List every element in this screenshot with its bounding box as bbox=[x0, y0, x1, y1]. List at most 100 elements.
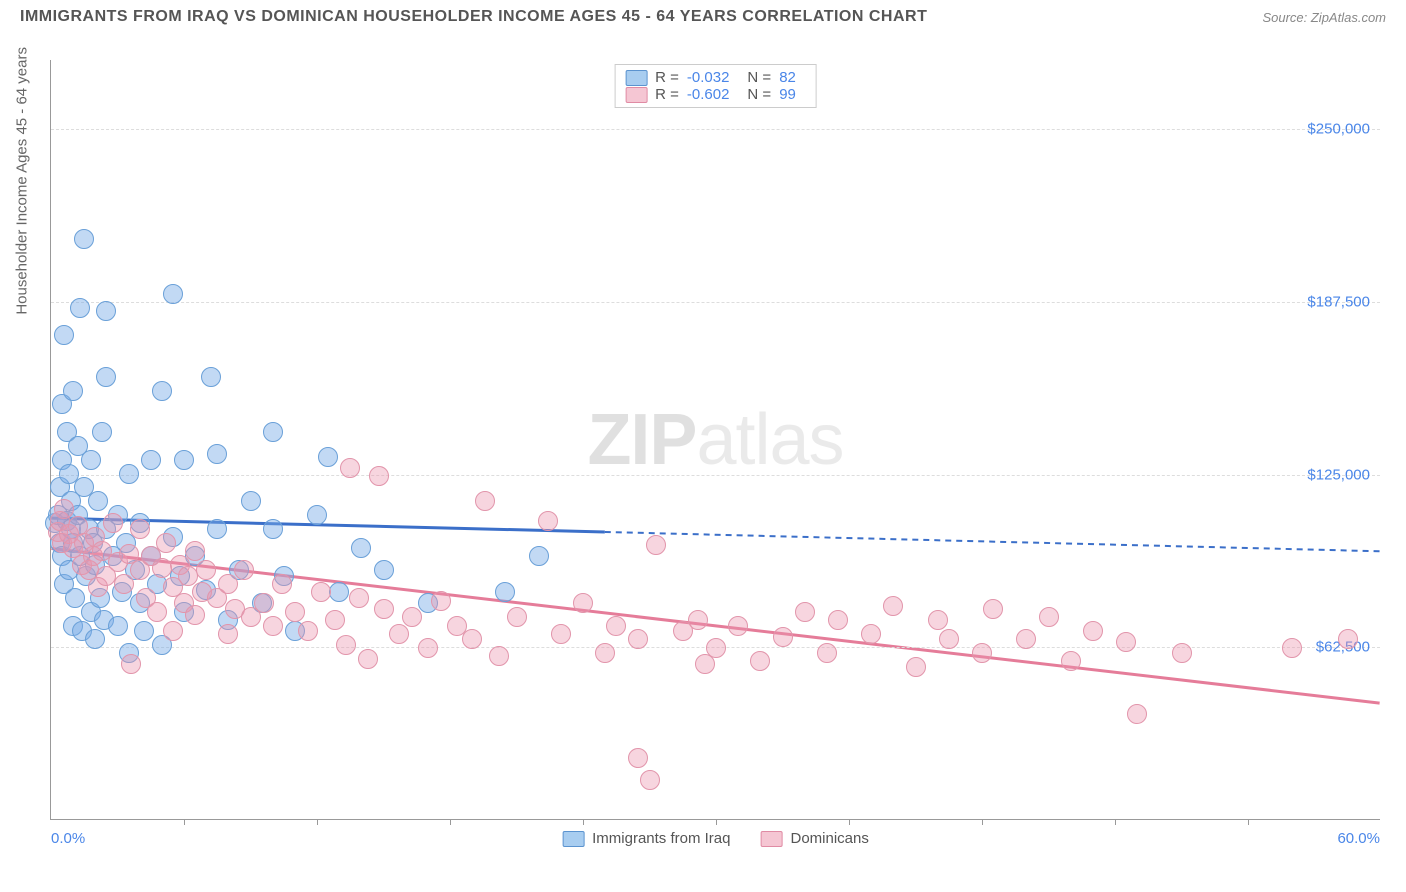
series-legend: Immigrants from Iraq Dominicans bbox=[562, 830, 869, 847]
n-label: N = bbox=[747, 86, 771, 103]
data-point bbox=[369, 466, 389, 486]
data-point bbox=[70, 298, 90, 318]
data-point bbox=[254, 593, 274, 613]
data-point bbox=[54, 499, 74, 519]
data-point bbox=[750, 651, 770, 671]
data-point bbox=[185, 541, 205, 561]
data-point bbox=[573, 593, 593, 613]
chart-plot-area: ZIPatlas R =-0.032N =82R =-0.602N =99 0.… bbox=[50, 60, 1380, 820]
data-point bbox=[54, 325, 74, 345]
stats-legend-row: R = -0.602 N = 99 bbox=[625, 86, 806, 103]
data-point bbox=[218, 624, 238, 644]
data-point bbox=[349, 588, 369, 608]
data-point bbox=[263, 519, 283, 539]
n-value: 82 bbox=[779, 69, 796, 86]
x-axis-min-label: 0.0% bbox=[51, 830, 85, 847]
data-point bbox=[201, 367, 221, 387]
data-point bbox=[311, 582, 331, 602]
data-point bbox=[1016, 629, 1036, 649]
data-point bbox=[85, 629, 105, 649]
data-point bbox=[325, 610, 345, 630]
data-point bbox=[495, 582, 515, 602]
data-point bbox=[88, 491, 108, 511]
n-value: 99 bbox=[779, 86, 796, 103]
data-point bbox=[728, 616, 748, 636]
data-point bbox=[103, 513, 123, 533]
chart-title: IMMIGRANTS FROM IRAQ VS DOMINICAN HOUSEH… bbox=[20, 8, 927, 26]
data-point bbox=[1116, 632, 1136, 652]
watermark: ZIPatlas bbox=[587, 399, 843, 481]
data-point bbox=[418, 638, 438, 658]
data-point bbox=[358, 649, 378, 669]
data-point bbox=[507, 607, 527, 627]
grid-line bbox=[51, 475, 1380, 476]
x-tick bbox=[982, 819, 983, 825]
x-tick bbox=[583, 819, 584, 825]
data-point bbox=[795, 602, 815, 622]
data-point bbox=[329, 582, 349, 602]
stats-legend-row: R =-0.032N =82 bbox=[625, 69, 806, 86]
data-point bbox=[695, 654, 715, 674]
data-point bbox=[1172, 643, 1192, 663]
legend-swatch bbox=[761, 831, 783, 847]
data-point bbox=[207, 519, 227, 539]
data-point bbox=[241, 491, 261, 511]
data-point bbox=[307, 505, 327, 525]
data-point bbox=[263, 422, 283, 442]
data-point bbox=[475, 491, 495, 511]
data-point bbox=[114, 574, 134, 594]
data-point bbox=[152, 381, 172, 401]
data-point bbox=[983, 599, 1003, 619]
y-tick-label: $125,000 bbox=[1307, 466, 1370, 483]
series-legend-item: Immigrants from Iraq bbox=[562, 830, 730, 847]
chart-source: Source: ZipAtlas.com bbox=[1262, 10, 1386, 25]
grid-line bbox=[51, 129, 1380, 130]
data-point bbox=[63, 381, 83, 401]
data-point bbox=[374, 599, 394, 619]
x-tick bbox=[1115, 819, 1116, 825]
x-tick bbox=[184, 819, 185, 825]
legend-label: Immigrants from Iraq bbox=[592, 830, 730, 847]
data-point bbox=[1039, 607, 1059, 627]
y-axis-label: Householder Income Ages 45 - 64 years bbox=[14, 47, 31, 315]
legend-label: Dominicans bbox=[791, 830, 869, 847]
data-point bbox=[688, 610, 708, 630]
data-point bbox=[108, 616, 128, 636]
data-point bbox=[817, 643, 837, 663]
data-point bbox=[207, 444, 227, 464]
data-point bbox=[130, 519, 150, 539]
data-point bbox=[906, 657, 926, 677]
trend-lines-layer bbox=[51, 60, 1380, 819]
data-point bbox=[147, 602, 167, 622]
data-point bbox=[185, 605, 205, 625]
r-label: R = bbox=[655, 86, 679, 103]
data-point bbox=[538, 511, 558, 531]
x-tick bbox=[716, 819, 717, 825]
data-point bbox=[773, 627, 793, 647]
r-label: R = bbox=[655, 69, 679, 86]
data-point bbox=[134, 621, 154, 641]
data-point bbox=[234, 560, 254, 580]
data-point bbox=[646, 535, 666, 555]
data-point bbox=[628, 629, 648, 649]
data-point bbox=[174, 450, 194, 470]
data-point bbox=[640, 770, 660, 790]
data-point bbox=[928, 610, 948, 630]
data-point bbox=[402, 607, 422, 627]
data-point bbox=[218, 574, 238, 594]
x-tick bbox=[317, 819, 318, 825]
data-point bbox=[1083, 621, 1103, 641]
data-point bbox=[606, 616, 626, 636]
data-point bbox=[351, 538, 371, 558]
data-point bbox=[1282, 638, 1302, 658]
y-tick-label: $250,000 bbox=[1307, 121, 1370, 138]
data-point bbox=[152, 558, 172, 578]
legend-swatch bbox=[562, 831, 584, 847]
x-tick bbox=[1248, 819, 1249, 825]
r-value: -0.602 bbox=[687, 86, 730, 103]
legend-swatch bbox=[625, 87, 647, 103]
data-point bbox=[336, 635, 356, 655]
data-point bbox=[972, 643, 992, 663]
data-point bbox=[263, 616, 283, 636]
data-point bbox=[431, 591, 451, 611]
